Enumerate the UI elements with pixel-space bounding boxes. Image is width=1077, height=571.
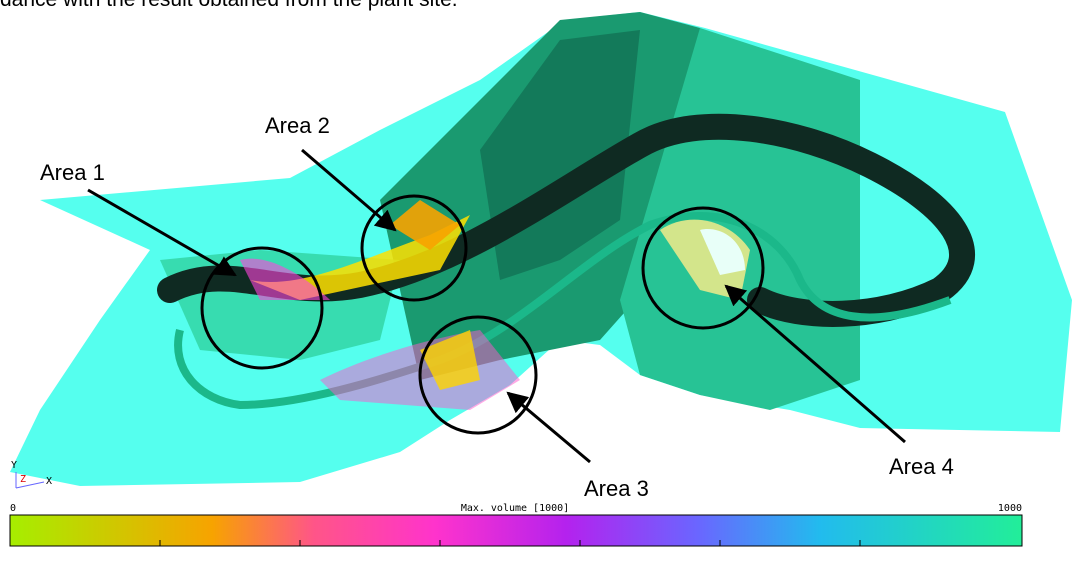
axis-label: Y (11, 460, 17, 471)
part-model (10, 12, 1072, 486)
annotation-label: Area 3 (584, 476, 649, 501)
axis-label: Z (20, 474, 26, 485)
colorbar-min: 0 (10, 503, 16, 514)
annotation-label: Area 2 (265, 113, 330, 138)
figure: dance with the result obtained from the … (0, 0, 1077, 571)
colorbar-title: Max. volume [1000] (461, 503, 569, 514)
axis-label: X (46, 476, 52, 487)
annotation-label: Area 4 (889, 454, 954, 479)
colorbar: 0 Max. volume [1000] 1000 (10, 503, 1022, 546)
annotation-label: Area 1 (40, 160, 105, 185)
colorbar-max: 1000 (998, 503, 1022, 514)
caption-text: dance with the result obtained from the … (0, 0, 458, 11)
